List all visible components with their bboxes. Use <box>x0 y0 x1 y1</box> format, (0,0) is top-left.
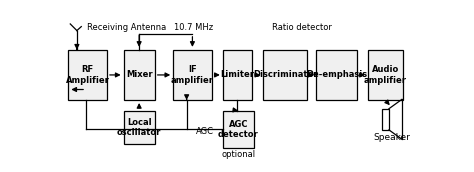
Bar <box>382 109 389 130</box>
Text: 10.7 MHz: 10.7 MHz <box>174 23 213 32</box>
Bar <box>124 111 155 144</box>
Text: AGC
detector: AGC detector <box>218 120 259 139</box>
Text: Limiter: Limiter <box>220 71 255 79</box>
Bar <box>368 50 403 100</box>
Bar <box>223 111 254 148</box>
Text: IF
amplifier: IF amplifier <box>171 65 214 85</box>
Bar <box>124 50 155 100</box>
Text: RF
Amplifier: RF Amplifier <box>66 65 109 85</box>
Text: Local
oscillator: Local oscillator <box>117 117 161 137</box>
Text: Receiving Antenna: Receiving Antenna <box>87 23 166 32</box>
Text: De-emphasis: De-emphasis <box>306 71 367 79</box>
Bar <box>173 50 212 100</box>
Text: Ratio detector: Ratio detector <box>272 23 332 32</box>
Text: AGC: AGC <box>196 127 213 136</box>
Text: Audio
amplifier: Audio amplifier <box>364 65 407 85</box>
Text: optional: optional <box>221 150 255 159</box>
Text: Mixer: Mixer <box>126 71 153 79</box>
Bar <box>263 50 307 100</box>
Text: Discriminator: Discriminator <box>253 71 318 79</box>
Bar <box>68 50 107 100</box>
Text: Speaker: Speaker <box>373 133 410 142</box>
Bar <box>223 50 252 100</box>
Bar <box>316 50 357 100</box>
